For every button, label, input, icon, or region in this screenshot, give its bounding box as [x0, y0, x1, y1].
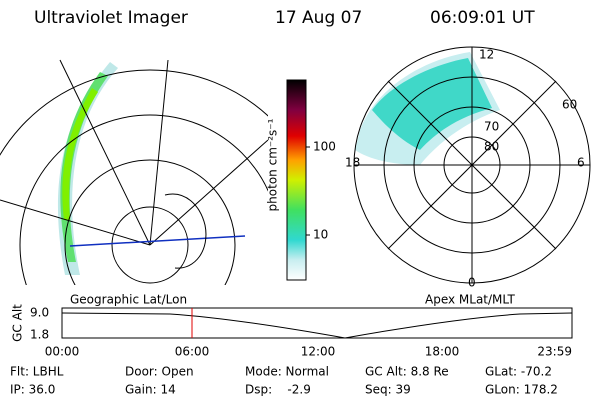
colorbar-label: photon cm⁻²s⁻¹ — [266, 118, 280, 211]
panel-label: Apex MLat/MLT — [425, 293, 515, 307]
altitude-curve — [61, 312, 573, 339]
polar-plot: 12 18 6 0 80 70 60 — [345, 46, 591, 290]
timeline-x-label: 12:00 — [301, 345, 336, 359]
geographic-map — [0, 59, 268, 285]
lat-circle — [19, 114, 268, 285]
aurora-oval — [372, 58, 492, 150]
timeline-axis-label: GC Alt — [11, 304, 25, 342]
mlt-line — [387, 80, 557, 250]
footer-field: GLat: -70.2 — [485, 365, 552, 379]
aurora-core — [62, 88, 98, 220]
date: 17 Aug 07 — [275, 8, 362, 28]
mlt-label: 0 — [468, 276, 476, 290]
footer-field: GLon: 178.2 — [485, 383, 558, 397]
footer-field: Door: Open — [125, 365, 194, 379]
lat-label: 80 — [484, 140, 499, 154]
colorbar-tick-label: 10 — [313, 228, 328, 242]
lat-label: 70 — [484, 120, 499, 134]
footer-field: Dsp: -2.9 — [245, 383, 311, 397]
colorbar-tick-label: 100 — [313, 140, 336, 154]
meridian — [149, 59, 169, 246]
timeline-y-label: 1.8 — [30, 328, 49, 342]
terminator — [69, 235, 246, 247]
timeline-x-label: 23:59 — [537, 345, 572, 359]
footer-field: Gain: 14 — [125, 383, 176, 397]
instrument-title: Ultraviolet Imager — [34, 8, 188, 28]
time: 06:09:01 UT — [430, 8, 535, 28]
timeline-x-label: 00:00 — [45, 345, 80, 359]
timeline-x-label: 06:00 — [175, 345, 210, 359]
lat-circle — [0, 69, 268, 156]
mlt-label: 18 — [345, 156, 360, 170]
coastline — [164, 193, 207, 269]
lat-label: 60 — [562, 98, 577, 112]
colorbar — [286, 79, 307, 281]
lat-circle — [111, 206, 189, 284]
footer-field: GC Alt: 8.8 Re — [365, 365, 449, 379]
meridian — [149, 139, 268, 246]
footer-field: IP: 36.0 — [10, 383, 55, 397]
meridian — [0, 199, 151, 246]
lat-circle — [64, 159, 236, 285]
timeline-y-label: 9.0 — [30, 306, 49, 320]
meridian — [59, 59, 151, 246]
footer: Flt: LBHL Door: Open Mode: Normal GC Alt: 8… — [10, 365, 558, 397]
timeline-box — [61, 307, 573, 339]
footer-field: Seq: 39 — [365, 383, 411, 397]
timeline-x-label: 18:00 — [425, 345, 460, 359]
footer-field: Mode: Normal — [245, 365, 329, 379]
footer-field: Flt: LBHL — [10, 365, 64, 379]
mlt-label: 6 — [577, 156, 585, 170]
mlt-label: 12 — [479, 48, 494, 62]
panel-label: Geographic Lat/Lon — [70, 293, 187, 307]
